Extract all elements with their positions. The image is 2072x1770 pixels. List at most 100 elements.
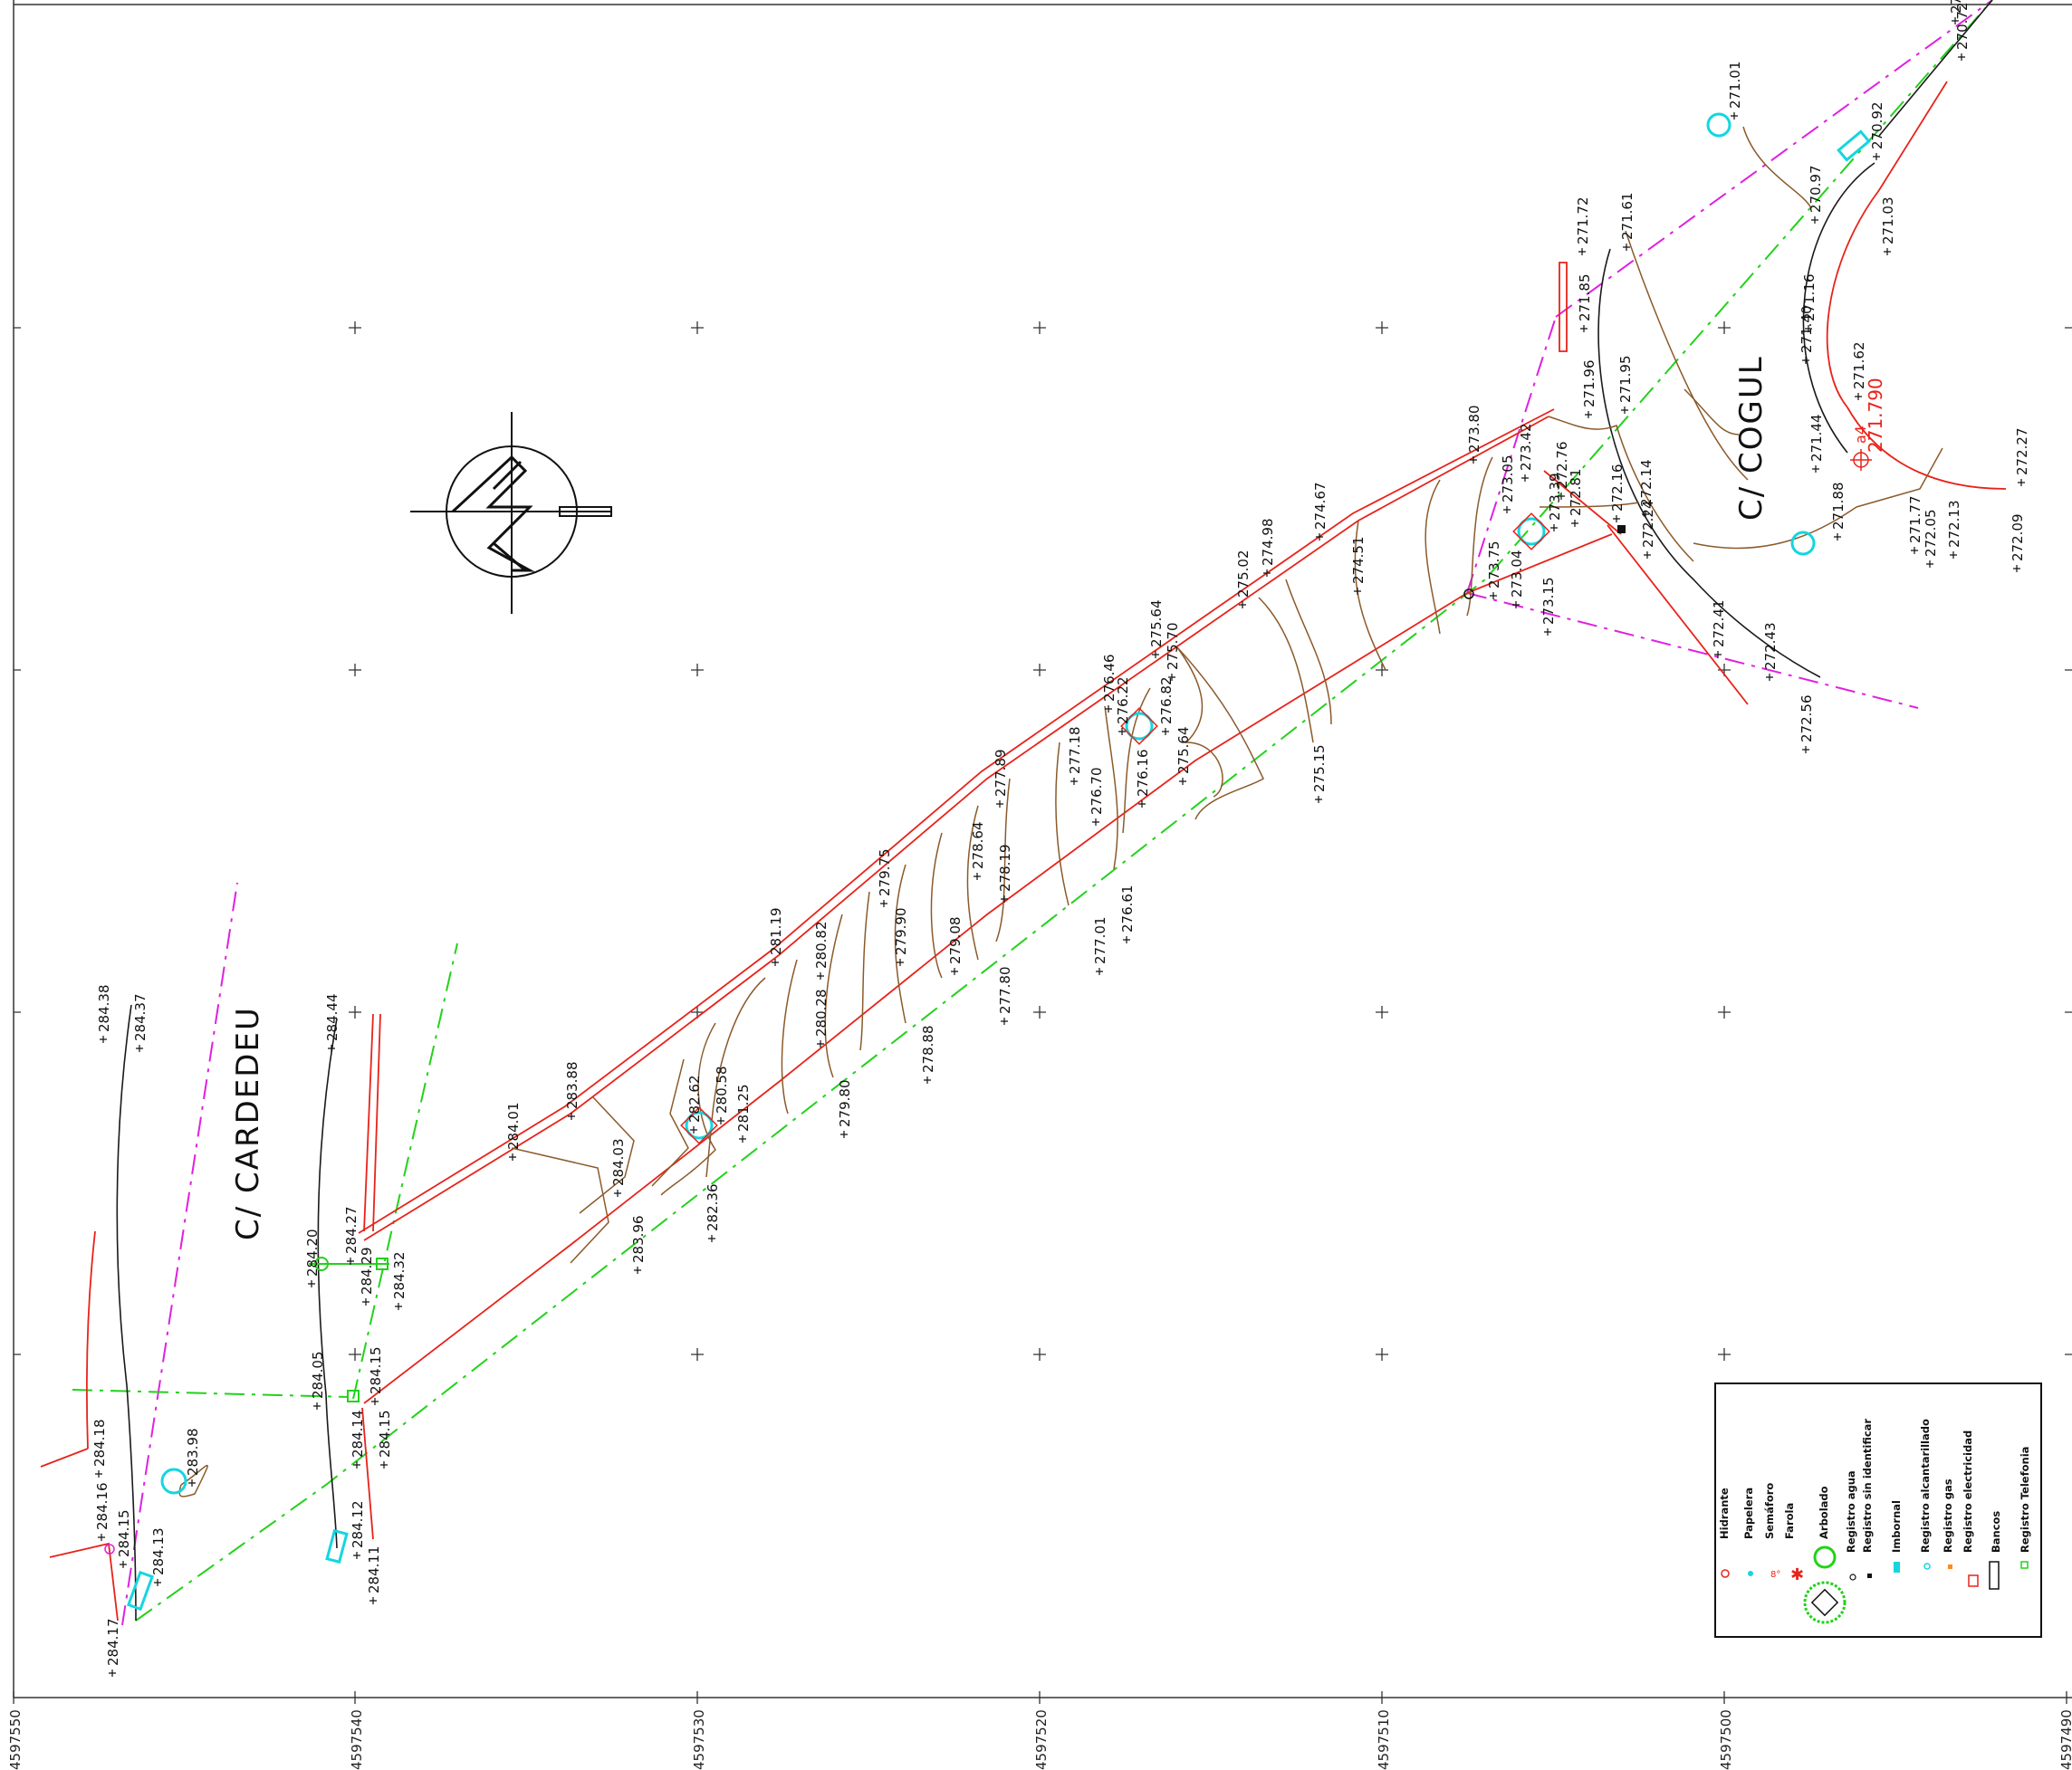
spot-elevation-label: 283.88 [564,1062,580,1110]
spot-marker [509,1153,516,1161]
spot-marker [1490,592,1497,599]
legend-item-label: Registro electricidad [1962,1430,1974,1553]
spot-elevation-label: 284.11 [366,1546,382,1594]
spot-elevation-label: 272.41 [1711,600,1727,648]
tree-icon [160,1468,187,1495]
spot-marker [154,1579,161,1586]
spot-marker [880,900,887,907]
bench-icon [325,1528,349,1564]
spot-marker [308,1280,315,1287]
spot-elevation-label: 272.24 [1640,501,1656,549]
spot-elevation-label: 272.43 [1762,623,1779,671]
spot-marker [1105,705,1112,713]
spot-marker [1512,601,1520,608]
spot-elevation-label: 271.01 [1727,62,1743,110]
spot-marker [1873,153,1880,160]
spot-elevation-label: 277.80 [997,967,1013,1015]
spot-elevation-label: 271.96 [1581,360,1597,408]
spot-elevation-label: 274.98 [1260,519,1276,567]
manhole-icon [1463,588,1474,599]
benchmark-label: a4 [1852,426,1869,444]
manhole-icon [2020,1561,2029,1569]
manhole-icon [1948,1564,1952,1569]
spot-marker [2013,565,2020,572]
spot-elevation-label: 284.15 [377,1411,393,1459]
spot-elevation-label: 271.95 [1617,356,1634,404]
spot-elevation-label: 283.96 [630,1216,647,1264]
legend-item-label: Hidrante [1718,1488,1731,1539]
green-symbols [309,1257,389,1402]
street-name-cardedeu: C/ CARDEDEU [230,1006,266,1240]
hydrant-icon [1721,1569,1730,1578]
spot-marker [1315,796,1322,803]
spot-marker [328,1045,335,1052]
spot-elevation-label: 271.61 [1619,193,1636,241]
spot-marker [2018,479,2025,486]
spot-marker [380,1461,388,1469]
spot-marker [1138,800,1146,808]
tree-icon [1803,1581,1847,1624]
axis-label: 4597490 [2058,1709,2072,1770]
spot-marker [1613,515,1620,522]
spot-elevation-label: 284.18 [91,1420,108,1468]
spot-elevation-label: 284.12 [350,1501,366,1549]
tree-icon [1125,712,1154,741]
north-arrow-icon [410,412,612,614]
spot-elevation-label: 273.42 [1518,424,1534,472]
bin-icon [1748,1571,1753,1576]
axis-label: 4597510 [1376,1709,1392,1770]
spot-marker [634,1267,641,1274]
spot-elevation-label: 284.03 [610,1139,627,1187]
spot-marker [1354,588,1361,595]
spot-elevation-label: 284.15 [368,1347,384,1395]
spot-elevation-label: 276.82 [1158,677,1175,725]
spot-marker [109,1670,116,1677]
tree-icon [1790,531,1816,556]
spot-elevation-label: 276.61 [1119,885,1136,933]
legend-item-label: Imbornal [1890,1500,1903,1553]
spot-elevation-label: 277.18 [1067,727,1083,775]
spot-elevation-label: 284.13 [150,1528,167,1576]
spot-marker [1316,533,1323,541]
legend-symbols: 8° ✱ [1721,1545,2029,1624]
spot-marker [1578,248,1586,255]
tree-icon [1813,1545,1837,1569]
spot-elevation-label: 282.62 [686,1076,703,1124]
tree-pits [680,512,1550,1144]
spot-elevation-label: 271.03 [1880,197,1896,245]
spot-marker [1168,674,1175,681]
spot-elevation-label: 271.88 [1830,483,1847,531]
legend-item-label: Farola [1783,1503,1796,1539]
spot-marker [1571,520,1578,527]
legend-item-label: Papelera [1742,1488,1755,1539]
spot-elevation-label: 276.22 [1115,677,1131,725]
spot-elevation-label: 275.64 [1175,727,1192,775]
spot-marker [1070,778,1078,785]
spot-elevation-label: 273.04 [1509,550,1525,598]
spot-elevation-label: 272.27 [2014,428,2030,476]
axis-label: 4597500 [1718,1709,1734,1770]
spot-elevation-label: 271.85 [1577,274,1593,322]
spot-elevation-label: 280.28 [813,990,830,1038]
spot-elevation-label: 284.44 [324,994,341,1042]
spot-elevation-label: 284.14 [350,1411,366,1459]
spot-marker [1001,895,1008,903]
spot-elevation-label: 271.62 [1851,342,1867,390]
spot-marker [1884,248,1891,255]
legend-item-label: Arbolado [1818,1486,1830,1539]
spot-marker [1802,746,1809,753]
spot-marker [1950,551,1957,559]
spot-marker [1812,465,1819,473]
spot-marker [817,1040,824,1048]
spot-marker [395,1303,402,1310]
spot-elevation-label: 271.44 [1808,415,1825,463]
spot-elevation-label: 272.09 [2010,514,2026,562]
tree-icon [1706,112,1731,138]
spot-elevation-label: 279.75 [877,849,893,897]
spot-elevation-label: 272.16 [1609,464,1626,512]
spot-marker [614,1190,621,1197]
spot-elevation-label: 270.6 [1948,0,1964,14]
spot-elevation-label: 270.92 [1869,102,1885,150]
legend-item-label: Semáforo [1763,1483,1776,1539]
